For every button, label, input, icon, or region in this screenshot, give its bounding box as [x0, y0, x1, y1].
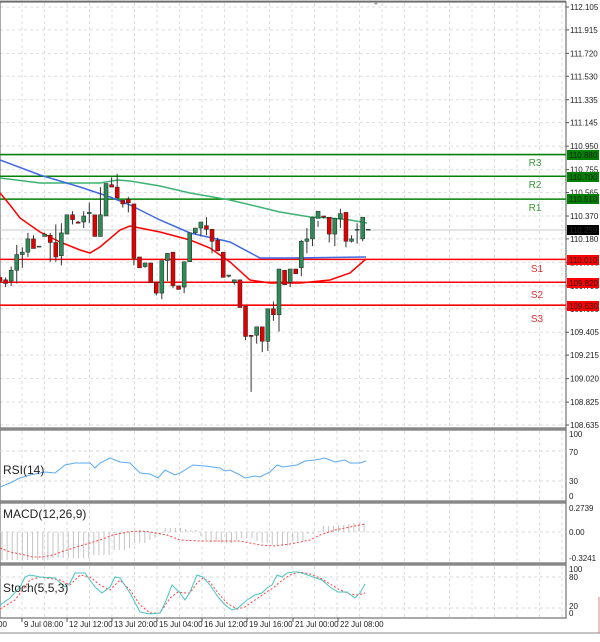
s2-price-tag: 109.820	[569, 279, 598, 288]
price-tags: 110.880 110.700 110.510 110.259 110.010 …	[567, 150, 599, 311]
macd-title: MACD(12,26,9)	[3, 507, 86, 521]
time-tick-label: 21 Jul 00:00	[295, 620, 339, 629]
time-tick-label: 12 Jul 12:00	[69, 620, 113, 629]
current-price-tag: 110.259	[569, 226, 598, 235]
time-tick-label: 19 Jul 16:00	[249, 620, 293, 629]
stoch-tick-20: 20	[569, 602, 578, 611]
s3-price-tag: 109.630	[569, 302, 598, 311]
candlesticks	[0, 173, 371, 392]
price-tick-label: 110.755	[570, 166, 599, 175]
price-tick-label: 110.950	[570, 142, 599, 151]
price-tick-label: 112.105	[570, 3, 599, 12]
stochastic-panel[interactable]: Stoch(5,5,3) 100 80 20 0	[0, 563, 583, 619]
price-tick-label: 109.020	[570, 375, 599, 384]
time-tick-label: 13 Jul 20:00	[114, 620, 158, 629]
rsi-tick-100: 100	[569, 430, 583, 439]
price-tick-label: 108.825	[570, 398, 599, 407]
macd-tick-zero: 0.00	[569, 528, 585, 537]
stoch-tick-80: 80	[569, 573, 578, 582]
price-tick-label: 110.370	[570, 212, 599, 221]
price-tick-label: 110.565	[570, 189, 599, 198]
s1-price-tag: 110.010	[569, 256, 598, 265]
rsi-tick-30: 30	[569, 477, 578, 486]
time-tick-label: 22 Jul 08:00	[340, 620, 384, 629]
macd-signal-line	[0, 523, 366, 558]
pivot-labels: R3 R2 R1 S1 S2 S3	[529, 158, 544, 325]
stoch-tick-100: 100	[569, 565, 583, 574]
r1-price-tag: 110.510	[569, 195, 598, 204]
pivot-label-s1: S1	[531, 264, 544, 275]
stoch-title: Stoch(5,5,3)	[3, 581, 68, 595]
price-tick-label: 110.180	[570, 235, 599, 244]
time-tick-label: 9 Jul 08:00	[24, 620, 64, 629]
price-tick-label: 108.635	[570, 421, 599, 430]
macd-histogram	[1, 523, 365, 560]
stoch-signal-line	[0, 571, 366, 614]
chart-grid	[0, 3, 566, 617]
time-tick-label: 00	[0, 620, 7, 629]
stoch-main-line	[0, 571, 366, 615]
main-price-panel[interactable]: R3 R2 R1 S1 S2 S3	[0, 0, 567, 429]
price-tick-label: 111.720	[570, 49, 598, 58]
macd-tick-top: 0.2739	[569, 504, 594, 513]
r3-price-tag: 110.880	[569, 151, 598, 160]
chart-shift-marker-icon[interactable]	[373, 2, 379, 5]
price-tick-label: 111.335	[570, 96, 598, 105]
macd-tick-bottom: -0.3241	[569, 554, 597, 563]
pivot-label-r3: R3	[529, 158, 542, 169]
price-tick-label: 111.145	[570, 119, 598, 128]
pivot-label-s3: S3	[531, 314, 544, 325]
r2-price-tag: 110.700	[569, 173, 598, 182]
rsi-tick-0: 0	[569, 492, 574, 501]
price-tick-label: 109.405	[570, 328, 599, 337]
stoch-tick-0: 0	[569, 609, 574, 618]
rsi-title: RSI(14)	[3, 463, 44, 477]
price-tick-label: 111.915	[570, 26, 598, 35]
time-tick-label: 16 Jul 12:00	[204, 620, 248, 629]
pivot-label-r2: R2	[529, 180, 542, 191]
pivot-label-s2: S2	[531, 290, 544, 301]
rsi-line	[0, 457, 367, 488]
rsi-panel[interactable]: RSI(14) 100 70 30 0	[0, 428, 583, 502]
pivot-label-r1: R1	[529, 203, 542, 214]
time-tick-label: 15 Jul 04:00	[159, 620, 203, 629]
macd-panel[interactable]: MACD(12,26,9) 0.2739 0.00 -0.3241	[0, 501, 597, 564]
time-axis[interactable]: 00 9 Jul 08:00 12 Jul 12:00 13 Jul 20:00 15 …	[0, 618, 384, 629]
price-tick-label: 109.215	[570, 351, 599, 360]
price-tick-label: 111.530	[570, 72, 598, 81]
rsi-tick-70: 70	[569, 448, 578, 457]
